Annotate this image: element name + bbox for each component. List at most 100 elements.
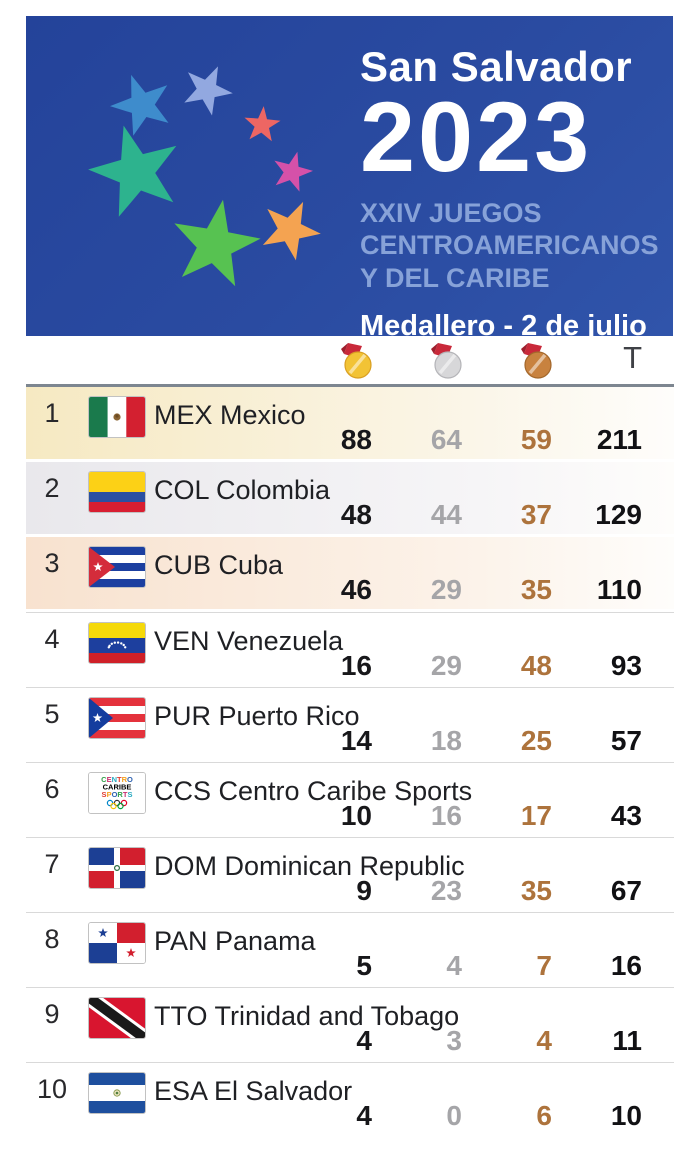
gold-count: 16 bbox=[340, 650, 372, 681]
ven-flag-icon bbox=[88, 622, 146, 664]
rank-cell: 6 bbox=[44, 774, 60, 804]
silver-count: 23 bbox=[430, 875, 462, 906]
country-name: TTO Trinidad and Tobago bbox=[154, 1001, 460, 1031]
table-row: 1 MEX Mexico 88 64 59 211 bbox=[26, 387, 674, 459]
silver-count: 29 bbox=[430, 574, 462, 605]
rank-cell: 8 bbox=[44, 924, 60, 954]
svg-text:SPORTS: SPORTS bbox=[102, 790, 133, 799]
tto-flag-icon bbox=[88, 997, 146, 1039]
bronze-count: 59 bbox=[520, 424, 552, 455]
ccs-flag-icon: CENTRO CARIBE SPORTS bbox=[88, 772, 146, 814]
table-body: 1 MEX Mexico 88 64 59 211 2 COL Colombia 48 44 37 1… bbox=[26, 387, 674, 1137]
banner-subtitle-line: XXIV JUEGOS bbox=[360, 198, 542, 229]
total-count: 16 bbox=[610, 950, 642, 981]
country-name: CCS Centro Caribe Sports bbox=[154, 776, 473, 806]
banner-title: San Salvador bbox=[360, 43, 633, 90]
country-name: CUB Cuba bbox=[154, 550, 284, 580]
gold-count: 46 bbox=[340, 574, 372, 605]
table-row: 10 ESA El Salvador 4 0 6 10 bbox=[26, 1062, 674, 1137]
gold-count: 9 bbox=[356, 875, 372, 906]
total-column-header: T bbox=[623, 340, 642, 375]
table-header: T bbox=[26, 336, 674, 387]
total-count: 93 bbox=[610, 650, 642, 681]
table-row: 7 DOM Dominican Republic 9 23 35 67 bbox=[26, 837, 674, 912]
rank-cell: 3 bbox=[44, 548, 60, 578]
rank-cell: 1 bbox=[44, 398, 60, 428]
banner: San Salvador 2023 XXIV JUEGOS CENTROAMERI… bbox=[26, 16, 673, 342]
svg-text:CARIBE: CARIBE bbox=[103, 783, 132, 792]
gold-count: 4 bbox=[356, 1025, 372, 1056]
total-count: 10 bbox=[610, 1100, 642, 1131]
silver-count: 44 bbox=[430, 499, 462, 530]
banner-subtitle-line: CENTROAMERICANOS bbox=[360, 230, 659, 261]
gold-count: 88 bbox=[340, 424, 372, 455]
table-row: 8 PAN Panama 5 4 7 16 bbox=[26, 912, 674, 987]
dom-flag-icon bbox=[88, 847, 146, 889]
silver-count: 18 bbox=[430, 725, 462, 756]
country-name: VEN Venezuela bbox=[154, 626, 344, 656]
total-count: 43 bbox=[610, 800, 642, 831]
pur-flag-icon bbox=[88, 697, 146, 739]
col-flag-icon bbox=[88, 471, 146, 513]
table-row: 5 PUR Puerto Rico 14 18 25 57 bbox=[26, 687, 674, 762]
total-count: 211 bbox=[596, 424, 642, 455]
banner-tagline: Medallero - 2 de julio bbox=[360, 310, 647, 343]
bronze-count: 35 bbox=[520, 875, 552, 906]
bronze-count: 4 bbox=[536, 1025, 552, 1056]
bronze-count: 6 bbox=[536, 1100, 552, 1131]
silver-count: 64 bbox=[430, 424, 462, 455]
gold-count: 10 bbox=[340, 800, 372, 831]
total-count: 11 bbox=[612, 1025, 642, 1056]
silver-count: 3 bbox=[446, 1025, 462, 1056]
rank-cell: 4 bbox=[44, 624, 60, 654]
stars-logo bbox=[88, 66, 321, 287]
medal-table: T 1 MEX Mexico 88 64 59 211 2 COL Colombia 48 44 3… bbox=[26, 336, 674, 1137]
mex-flag-icon bbox=[88, 396, 146, 438]
country-name: PAN Panama bbox=[154, 926, 316, 956]
banner-subtitle: XXIV JUEGOS CENTROAMERICANOS Y DEL CARIBE bbox=[360, 197, 666, 294]
total-count: 110 bbox=[596, 574, 642, 605]
silver-medal-icon bbox=[372, 342, 462, 380]
country-name: COL Colombia bbox=[154, 475, 331, 505]
rank-cell: 5 bbox=[44, 699, 60, 729]
table-row: 4 VEN Venezuela 16 29 48 93 bbox=[26, 612, 674, 687]
total-count: 57 bbox=[610, 725, 642, 756]
table-row: 9 TTO Trinidad and Tobago 4 3 4 11 bbox=[26, 987, 674, 1062]
cub-flag-icon bbox=[88, 546, 146, 588]
bronze-count: 35 bbox=[520, 574, 552, 605]
bronze-medal-icon bbox=[462, 342, 552, 380]
esa-flag-icon bbox=[88, 1072, 146, 1114]
rank-cell: 9 bbox=[44, 999, 60, 1029]
country-name: MEX Mexico bbox=[154, 400, 306, 430]
total-count: 67 bbox=[610, 875, 642, 906]
gold-medal-icon bbox=[282, 342, 372, 380]
silver-count: 16 bbox=[430, 800, 462, 831]
table-row: 2 COL Colombia 48 44 37 129 bbox=[26, 462, 674, 534]
banner-year: 2023 bbox=[360, 81, 593, 192]
table-row: 3 CUB Cuba 46 29 35 110 bbox=[26, 537, 674, 609]
banner-subtitle-line: Y DEL CARIBE bbox=[360, 262, 550, 293]
rank-cell: 10 bbox=[36, 1074, 68, 1104]
gold-count: 5 bbox=[356, 950, 372, 981]
rank-cell: 2 bbox=[44, 473, 60, 503]
silver-count: 0 bbox=[446, 1100, 462, 1131]
total-count: 129 bbox=[595, 499, 642, 530]
bronze-count: 37 bbox=[520, 499, 552, 530]
bronze-count: 25 bbox=[520, 725, 552, 756]
bronze-count: 17 bbox=[520, 800, 552, 831]
bronze-count: 7 bbox=[536, 950, 552, 981]
gold-count: 4 bbox=[356, 1100, 372, 1131]
gold-count: 48 bbox=[340, 499, 372, 530]
banner-text: San Salvador 2023 XXIV JUEGOS CENTROAMERI… bbox=[360, 46, 666, 343]
rank-cell: 7 bbox=[44, 849, 60, 879]
silver-count: 29 bbox=[430, 650, 462, 681]
bronze-count: 48 bbox=[520, 650, 552, 681]
pan-flag-icon bbox=[88, 922, 146, 964]
silver-count: 4 bbox=[446, 950, 462, 981]
svg-text:CENTRO: CENTRO bbox=[101, 775, 133, 784]
country-name: PUR Puerto Rico bbox=[154, 701, 360, 731]
table-row: 6 CENTRO CARIBE SPORTS CCS Centro Caribe Sp… bbox=[26, 762, 674, 837]
country-name: DOM Dominican Republic bbox=[154, 851, 465, 881]
gold-count: 14 bbox=[340, 725, 372, 756]
